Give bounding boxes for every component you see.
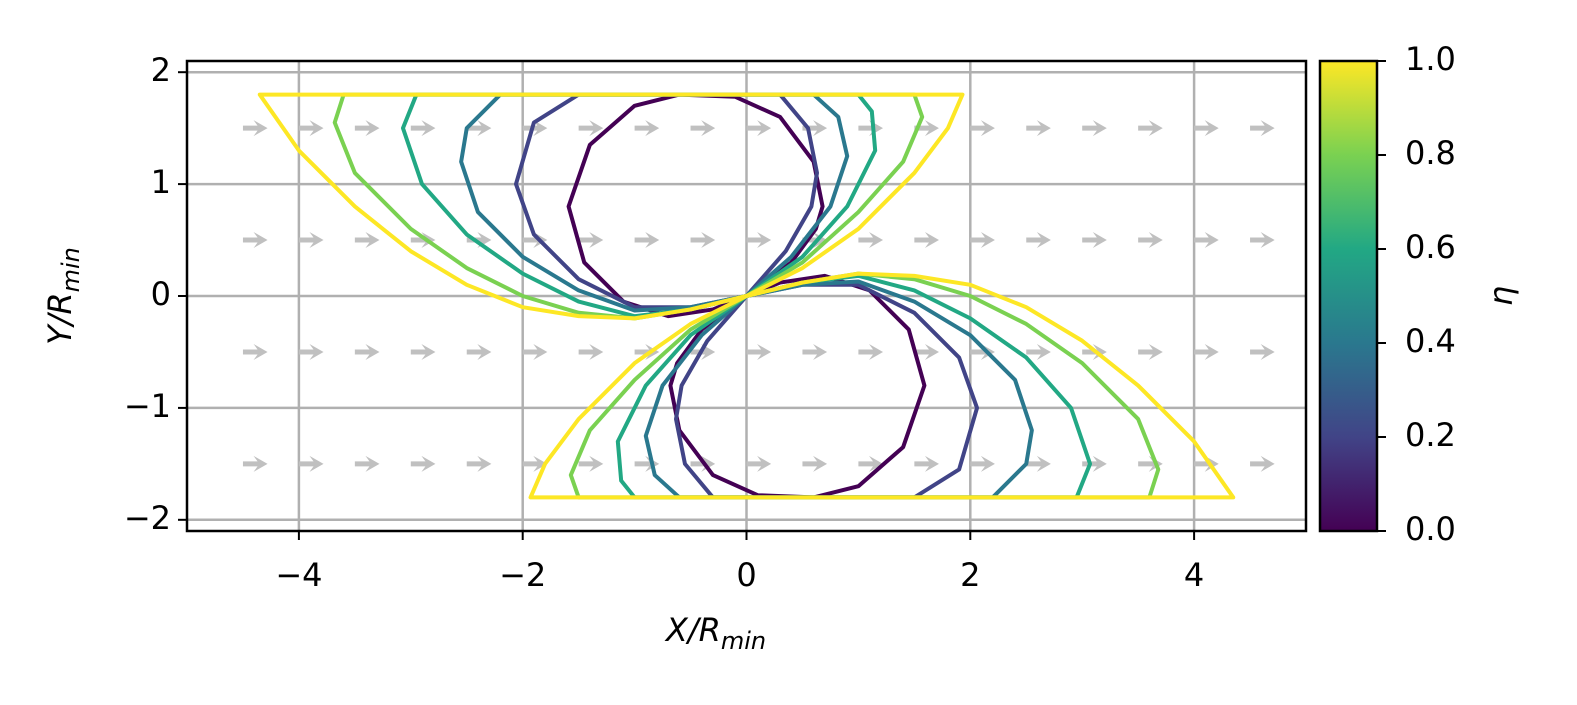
- quiver-arrow: [578, 343, 604, 360]
- quiver-arrow: [690, 232, 716, 249]
- colorbar-tick-label: 0.0: [1405, 510, 1456, 548]
- plot-frame: [185, 59, 1308, 533]
- quiver-arrow: [690, 120, 716, 137]
- quiver-arrow: [410, 232, 436, 249]
- y-label-sub: min: [57, 247, 85, 292]
- quiver-arrow: [858, 343, 884, 360]
- quiver-arrow: [1026, 455, 1051, 472]
- quiver-arrow: [1250, 120, 1275, 137]
- x-label-main: X/R: [664, 611, 721, 649]
- quiver-arrow: [354, 343, 380, 360]
- quiver-arrow: [466, 120, 492, 137]
- curve: [257, 92, 1236, 500]
- quiver-arrow: [242, 455, 268, 472]
- quiver-arrow: [746, 343, 772, 360]
- quiver-arrow: [522, 455, 548, 472]
- colorbar-label: η: [1482, 286, 1520, 306]
- y-tick-label: 0: [151, 275, 171, 313]
- y-tick-label: −1: [124, 387, 171, 425]
- quiver-arrow: [298, 120, 324, 137]
- quiver-arrow: [970, 455, 995, 472]
- x-tick-label: 2: [960, 556, 980, 594]
- quiver-arrow: [1138, 455, 1163, 472]
- quiver-arrow: [298, 343, 324, 360]
- quiver-arrow: [242, 232, 268, 249]
- y-axis-label: Y/Rmin: [41, 247, 85, 345]
- quiver-arrow: [466, 232, 492, 249]
- quiver-arrow: [1250, 343, 1275, 360]
- quiver-arrow: [298, 232, 324, 249]
- colorbar-tick-label: 1.0: [1405, 40, 1456, 78]
- x-axis-label: X/Rmin: [664, 611, 766, 655]
- quiver-arrow: [634, 455, 660, 472]
- colorbar-tick-label: 0.2: [1405, 416, 1456, 454]
- quiver-arrow: [914, 455, 939, 472]
- quiver-arrow: [242, 343, 268, 360]
- quiver-arrow: [1082, 120, 1107, 137]
- quiver-arrow: [466, 455, 492, 472]
- quiver-arrow: [466, 343, 492, 360]
- quiver-arrow: [970, 343, 995, 360]
- quiver-arrow: [1026, 120, 1051, 137]
- x-tick-label: 0: [736, 556, 756, 594]
- x-tick-label: −4: [275, 556, 322, 594]
- quiver-arrow: [354, 232, 380, 249]
- y-tick-label: −2: [124, 499, 171, 537]
- quiver-arrow: [522, 120, 548, 137]
- quiver-arrow: [858, 120, 884, 137]
- quiver-arrow: [1194, 343, 1219, 360]
- quiver-arrow: [1138, 343, 1163, 360]
- quiver-arrow: [1082, 455, 1107, 472]
- quiver-arrow: [578, 455, 604, 472]
- y-tick-label: 1: [151, 163, 171, 201]
- quiver-arrow: [410, 455, 436, 472]
- quiver-arrow: [914, 343, 939, 360]
- quiver-arrow: [970, 232, 995, 249]
- quiver-arrow: [746, 455, 772, 472]
- quiver-arrow: [858, 232, 884, 249]
- quiver-arrow: [1194, 120, 1219, 137]
- quiver-arrow: [802, 120, 828, 137]
- x-tick-label: 4: [1184, 556, 1204, 594]
- quiver-arrow: [410, 343, 436, 360]
- quiver-arrow: [1250, 455, 1275, 472]
- quiver-arrow: [1138, 120, 1163, 137]
- quiver-arrow: [914, 232, 939, 249]
- quiver-arrow: [1082, 232, 1107, 249]
- quiver-arrow: [242, 120, 268, 137]
- quiver-arrow: [802, 455, 828, 472]
- quiver-arrow: [746, 120, 772, 137]
- quiver-arrow: [970, 120, 995, 137]
- quiver-arrow: [354, 120, 380, 137]
- x-tick-label: −2: [499, 556, 546, 594]
- quiver-arrow: [1026, 343, 1051, 360]
- quiver-arrow: [634, 343, 660, 360]
- quiver-arrow: [410, 120, 436, 137]
- y-label-main: Y/R: [41, 292, 79, 345]
- quiver-arrow: [1194, 232, 1219, 249]
- colorbar: [1318, 59, 1379, 533]
- quiver-arrow: [298, 455, 324, 472]
- y-tick-label: 2: [151, 51, 171, 89]
- quiver-arrow: [522, 343, 548, 360]
- quiver-arrow: [746, 232, 772, 249]
- quiver-arrow: [1026, 232, 1051, 249]
- quiver-arrow: [354, 455, 380, 472]
- quiver-arrow: [1250, 232, 1275, 249]
- quiver-arrow: [578, 232, 604, 249]
- quiver-arrow: [802, 343, 828, 360]
- quiver-arrow: [522, 232, 548, 249]
- quiver-arrow: [634, 232, 660, 249]
- quiver-arrow: [634, 120, 660, 137]
- quiver-arrow: [1194, 455, 1219, 472]
- colorbar-tick-label: 0.8: [1405, 134, 1456, 172]
- quiver-arrow: [578, 120, 604, 137]
- x-label-sub: min: [721, 627, 766, 655]
- quiver-arrow: [858, 455, 884, 472]
- quiver-arrow: [914, 120, 939, 137]
- colorbar-tick-label: 0.6: [1405, 228, 1456, 266]
- quiver-arrow: [1138, 232, 1163, 249]
- colorbar-tick-label: 0.4: [1405, 322, 1456, 360]
